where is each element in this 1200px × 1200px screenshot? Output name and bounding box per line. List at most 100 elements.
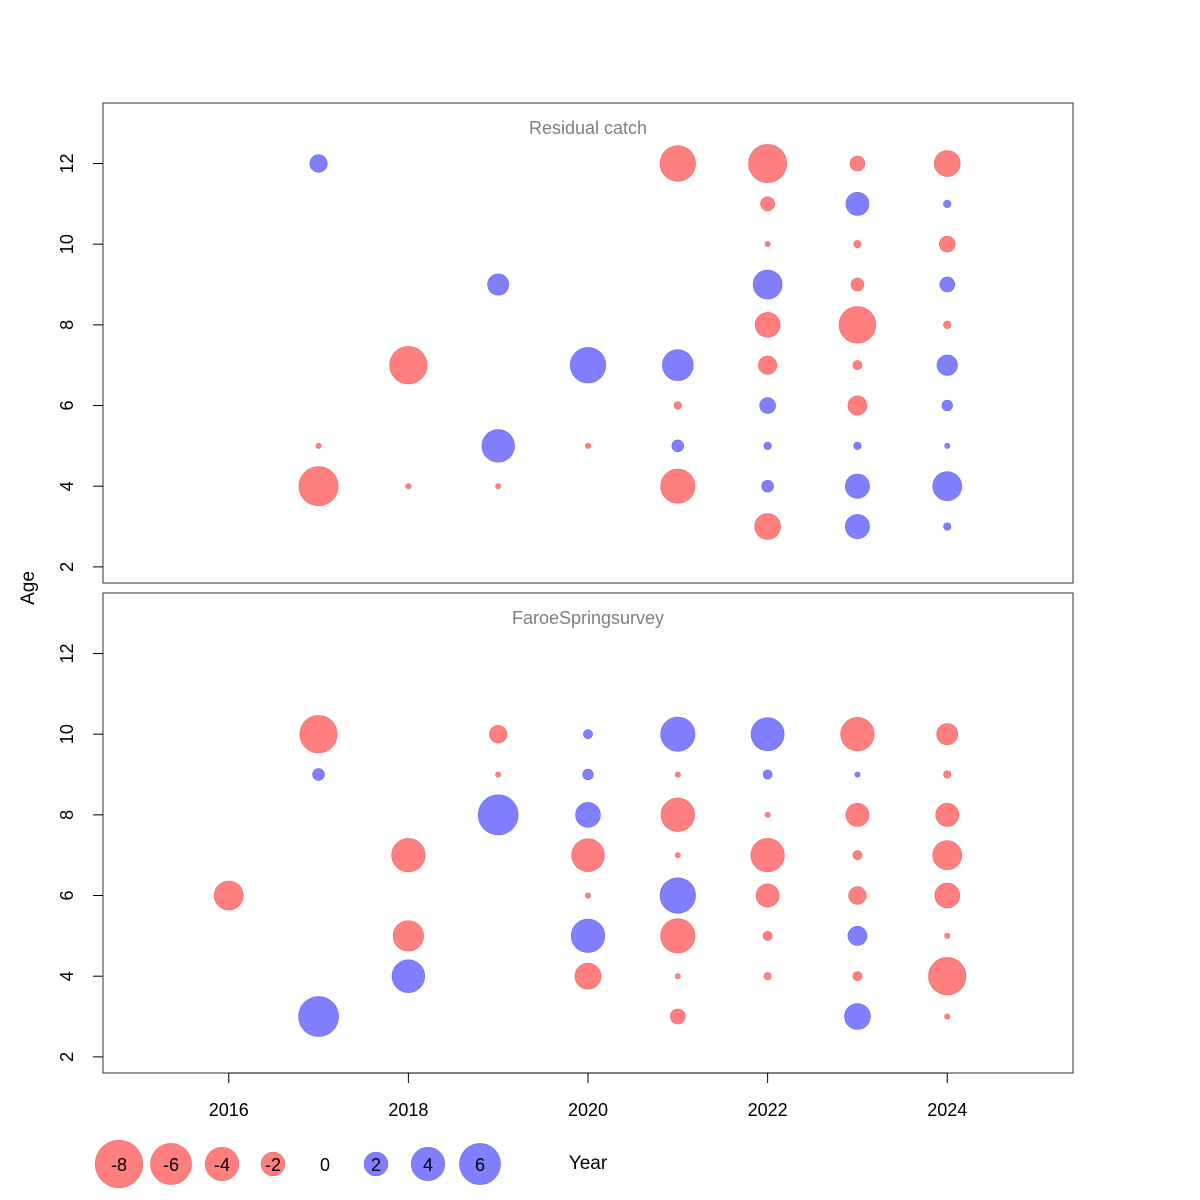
bubble-2017-age-10 <box>299 715 338 754</box>
bubble-2023-age-4 <box>852 971 863 982</box>
bubble-2024-age-10 <box>939 235 956 253</box>
legend-label: 4 <box>423 1155 433 1175</box>
bubble-2023-age-11 <box>845 191 870 216</box>
bubble-2021-age-3 <box>670 1008 686 1025</box>
bubble-2019-age-10 <box>489 725 508 744</box>
bubble-2022-age-7 <box>750 838 785 873</box>
bubble-2022-age-10 <box>750 717 785 752</box>
bubble-2021-age-5 <box>660 918 696 954</box>
bubble-2017-age-9 <box>312 768 325 781</box>
panel-title: Residual catch <box>529 118 647 138</box>
bubble-2021-age-4 <box>660 468 696 504</box>
bubble-2021-age-8 <box>660 797 695 832</box>
bubble-2022-age-9 <box>752 269 783 300</box>
bubble-2018-age-7 <box>391 838 426 873</box>
bubble-2021-age-9 <box>674 771 681 778</box>
bubble-2022-age-10 <box>764 241 771 248</box>
bubble-2018-age-7 <box>389 346 428 385</box>
bubble-2024-age-4 <box>932 471 963 502</box>
bubble-2023-age-3 <box>845 514 870 539</box>
bubble-2024-age-7 <box>932 840 963 870</box>
bubble-2017-age-12 <box>309 154 328 173</box>
bubble-2024-age-12 <box>933 150 961 177</box>
legend-bubble <box>260 1151 286 1177</box>
bubble-2020-age-5 <box>585 442 591 449</box>
bubble-2024-age-8 <box>935 802 960 827</box>
bubble-2024-age-8 <box>943 320 952 329</box>
bubble-2023-age-8 <box>845 802 870 827</box>
bubble-2023-age-5 <box>847 926 868 946</box>
legend-label: -4 <box>214 1155 230 1175</box>
x-tick-label: 2024 <box>927 1100 967 1120</box>
bubble-2017-age-3 <box>298 996 339 1037</box>
bubble-2023-age-7 <box>852 360 863 371</box>
bubble-2022-age-6 <box>755 883 780 908</box>
legend: -8 -6 -4 -2 0 2 4 6 <box>95 1140 501 1189</box>
bubble-2024-age-6 <box>934 882 960 909</box>
bubble-2022-age-9 <box>762 769 773 780</box>
bubble-2020-age-8 <box>575 802 601 828</box>
bubble-2016-age-6 <box>213 880 244 911</box>
bubble-2018-age-5 <box>392 920 424 952</box>
legend-label: -6 <box>163 1155 179 1175</box>
bubble-2021-age-7 <box>674 852 681 859</box>
x-tick-label: 2018 <box>388 1100 428 1120</box>
bubble-2023-age-6 <box>848 886 867 905</box>
x-axis: 2016 2018 2020 2022 2024 <box>209 1072 967 1120</box>
bubble-2018-age-4 <box>391 959 426 993</box>
y-tick-label: 10 <box>57 724 77 744</box>
legend-bubble <box>204 1146 240 1182</box>
legend-bubble <box>150 1143 192 1185</box>
y-tick-label: 2 <box>57 562 77 572</box>
bubble-2022-age-3 <box>754 513 781 540</box>
panel-title: FaroeSpringsurvey <box>512 608 664 628</box>
legend-bubble <box>363 1151 389 1177</box>
panel-2: FaroeSpringsurvey 2 4 6 8 10 12 <box>57 592 1074 1074</box>
bubble-2023-age-9 <box>850 277 865 292</box>
panel-1: Residual catch 2 4 6 8 10 12 <box>57 102 1074 584</box>
bubble-2020-age-10 <box>583 729 593 740</box>
legend-label: 2 <box>371 1155 381 1175</box>
bubble-2024-age-4 <box>928 957 967 996</box>
y-axis-title: Age <box>18 571 39 605</box>
y-tick-label: 6 <box>57 401 77 411</box>
bubble-2019-age-8 <box>477 794 519 836</box>
bubble-2022-age-5 <box>763 441 772 450</box>
bubble-2023-age-4 <box>845 473 870 499</box>
bubble-2020-age-9 <box>582 768 594 781</box>
bubble-2024-age-5 <box>944 442 951 449</box>
bubble-2017-age-4 <box>298 466 339 507</box>
bubble-2019-age-5 <box>481 429 515 463</box>
bubble-2020-age-7 <box>569 347 607 384</box>
bubble-2022-age-8 <box>754 312 781 338</box>
bubble-2020-age-4 <box>574 962 602 990</box>
y-tick-label: 2 <box>57 1052 77 1062</box>
bubble-2024-age-3 <box>944 1013 951 1020</box>
bubble-2021-age-6 <box>673 401 682 410</box>
legend-bubble <box>410 1146 446 1182</box>
legend-label: -8 <box>111 1155 127 1175</box>
legend-label: -2 <box>265 1155 281 1175</box>
bubble-2022-age-4 <box>761 479 774 493</box>
bubble-2021-age-6 <box>659 877 696 914</box>
bubble-2024-age-9 <box>939 276 956 293</box>
bubble-2022-age-4 <box>763 972 772 981</box>
bubble-2024-age-5 <box>944 932 951 939</box>
y-tick-label: 8 <box>57 810 77 820</box>
bubble-2020-age-7 <box>571 838 605 872</box>
x-tick-label: 2020 <box>568 1100 608 1120</box>
bubble-2022-age-11 <box>760 196 775 212</box>
bubble-2019-age-9 <box>487 273 510 296</box>
bubble-2024-age-9 <box>943 770 952 779</box>
bubble-2021-age-10 <box>660 716 696 752</box>
legend-bubble <box>459 1143 501 1185</box>
bubble-2021-age-12 <box>659 145 696 182</box>
y-tick-label: 8 <box>57 320 77 330</box>
legend-label: 0 <box>320 1155 330 1175</box>
panel-frame <box>102 102 1074 584</box>
bubble-2023-age-9 <box>854 771 861 778</box>
bubble-2020-age-6 <box>585 892 591 899</box>
x-tick-label: 2022 <box>748 1100 788 1120</box>
y-tick-label: 6 <box>57 891 77 901</box>
